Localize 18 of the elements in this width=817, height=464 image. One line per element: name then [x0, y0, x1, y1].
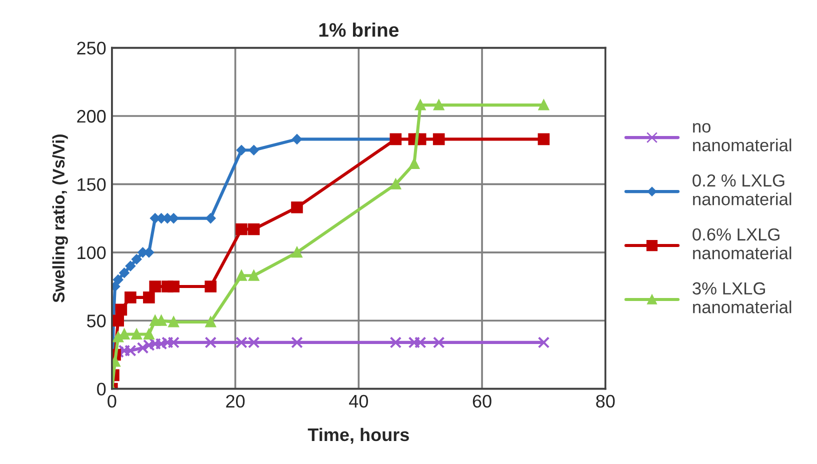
y-tick-label: 200	[77, 110, 106, 123]
x-axis-title: Time, hours	[308, 428, 409, 444]
y-tick-label: 0	[97, 382, 106, 396]
chart-title: 1% brine	[319, 22, 399, 37]
x-tick-label: 0	[108, 394, 116, 408]
y-axis-title: Swelling ratio, (Vs/Vi)	[52, 134, 68, 302]
x-tick-label: 60	[472, 394, 492, 408]
legend-label: no nanomaterial	[693, 123, 792, 152]
y-tick-label: 50	[87, 314, 106, 328]
y-tick-label: 250	[77, 42, 106, 55]
x-tick-label: 80	[596, 394, 615, 408]
y-tick-label: 150	[78, 178, 106, 191]
legend-label: 3% LXLG nanomaterial	[692, 282, 792, 314]
legend-label: 0.6% LXLG nanomaterial	[692, 228, 792, 260]
y-tick-label: 100	[78, 246, 106, 260]
legend-label: 0.2 % LXLG nanomaterial	[692, 174, 792, 206]
x-tick-label: 20	[226, 394, 245, 408]
x-tick-label: 40	[349, 394, 368, 408]
